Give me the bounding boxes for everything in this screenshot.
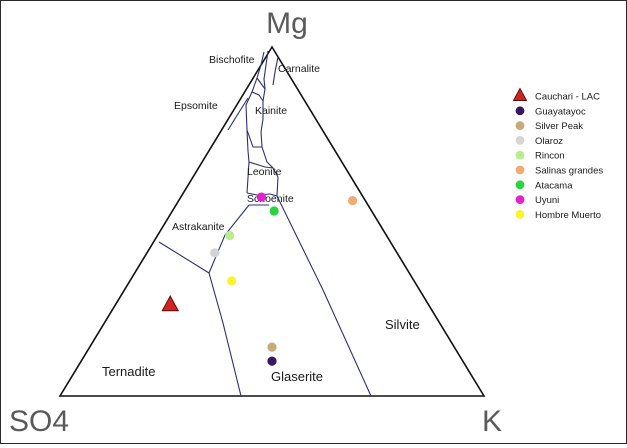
- field-label-carnalite: Carnalite: [278, 63, 320, 75]
- data-point-uyuni: [256, 192, 266, 202]
- boundary-line: [276, 195, 372, 397]
- vertex-label-k: K: [482, 405, 502, 438]
- boundary-line: [245, 51, 265, 194]
- legend-label-atacama: Atacama: [535, 180, 573, 191]
- legend-marker-uyuni: [515, 195, 525, 205]
- legend: Cauchari - LAC Guayatayoc Silver Peak Olaro…: [512, 87, 603, 221]
- boundary-line: [208, 272, 242, 397]
- data-point-rincon: [225, 230, 235, 241]
- legend-item: Atacama: [515, 180, 573, 191]
- legend-marker-atacama: [515, 180, 525, 190]
- legend-label-silver-peak: Silver Peak: [535, 121, 583, 132]
- data-point-salinas-grandes: [347, 195, 358, 206]
- vertex-label-so4: SO4: [9, 405, 69, 438]
- legend-marker-cauchari-lac: [512, 87, 528, 101]
- field-label-silvite: Silvite: [385, 317, 420, 332]
- legend-item: Uyuni: [515, 195, 559, 206]
- field-label-kainite: Kainite: [255, 105, 287, 117]
- legend-item: Salinas grandes: [515, 165, 603, 177]
- legend-marker-rincon: [515, 150, 525, 160]
- boundary-line: [256, 77, 266, 90]
- field-label-schoenite: Schoenite: [247, 193, 294, 205]
- boundary-line: [246, 129, 279, 178]
- boundary-line: [260, 101, 264, 148]
- legend-item: Silver Peak: [515, 121, 583, 132]
- legend-label-uyuni: Uyuni: [535, 195, 559, 206]
- data-markers: [161, 192, 358, 366]
- field-label-ternadite: Ternadite: [102, 364, 155, 379]
- boundary-line: [248, 161, 274, 169]
- field-label-leonite: Leonite: [247, 166, 282, 178]
- ternary-triangle: [58, 45, 486, 397]
- field-label-bischofite: Bischofite: [209, 54, 255, 66]
- legend-item: Olaroz: [515, 136, 563, 147]
- data-point-cauchari-lac: [161, 295, 180, 312]
- data-point-atacama: [269, 206, 279, 216]
- legend-label-guayatayoc: Guayatayoc: [535, 106, 586, 117]
- legend-item: Cauchari - LAC: [512, 87, 600, 103]
- boundary-line: [262, 50, 269, 102]
- legend-label-salinas-grandes: Salinas grandes: [535, 166, 603, 177]
- legend-label-cauchari-lac: Cauchari - LAC: [535, 92, 600, 103]
- legend-marker-guayatayoc: [515, 106, 525, 116]
- boundary-line: [227, 97, 249, 131]
- data-point-silver-peak: [267, 342, 277, 352]
- legend-marker-hombre-muerto: [515, 210, 525, 219]
- legend-item: Rincon: [515, 150, 565, 162]
- legend-item: Hombre Muerto: [515, 210, 601, 221]
- data-point-olaroz: [210, 248, 220, 258]
- boundary-line: [208, 204, 250, 274]
- data-point-guayatayoc: [267, 356, 277, 366]
- field-labels: Bischofite Carnalite Epsomite Kainite Le…: [102, 54, 420, 384]
- boundary-line: [272, 56, 279, 86]
- field-label-astrakanite: Astrakanite: [172, 221, 225, 233]
- legend-marker-olaroz: [515, 136, 525, 145]
- data-point-hombre-muerto: [227, 276, 237, 286]
- field-label-epsomite: Epsomite: [174, 100, 218, 112]
- field-label-glaserite: Glaserite: [271, 369, 323, 384]
- boundary-line: [158, 241, 210, 274]
- vertex-label-mg: Mg: [266, 7, 308, 40]
- legend-label-rincon: Rincon: [535, 151, 565, 162]
- legend-label-olaroz: Olaroz: [535, 136, 563, 147]
- legend-label-hombre-muerto: Hombre Muerto: [535, 210, 601, 221]
- boundary-line: [246, 192, 271, 196]
- legend-item: Guayatayoc: [515, 106, 586, 117]
- boundary-line: [251, 91, 264, 102]
- phase-boundaries: [158, 50, 372, 397]
- legend-marker-salinas-grandes: [515, 165, 525, 175]
- legend-marker-silver-peak: [515, 121, 525, 130]
